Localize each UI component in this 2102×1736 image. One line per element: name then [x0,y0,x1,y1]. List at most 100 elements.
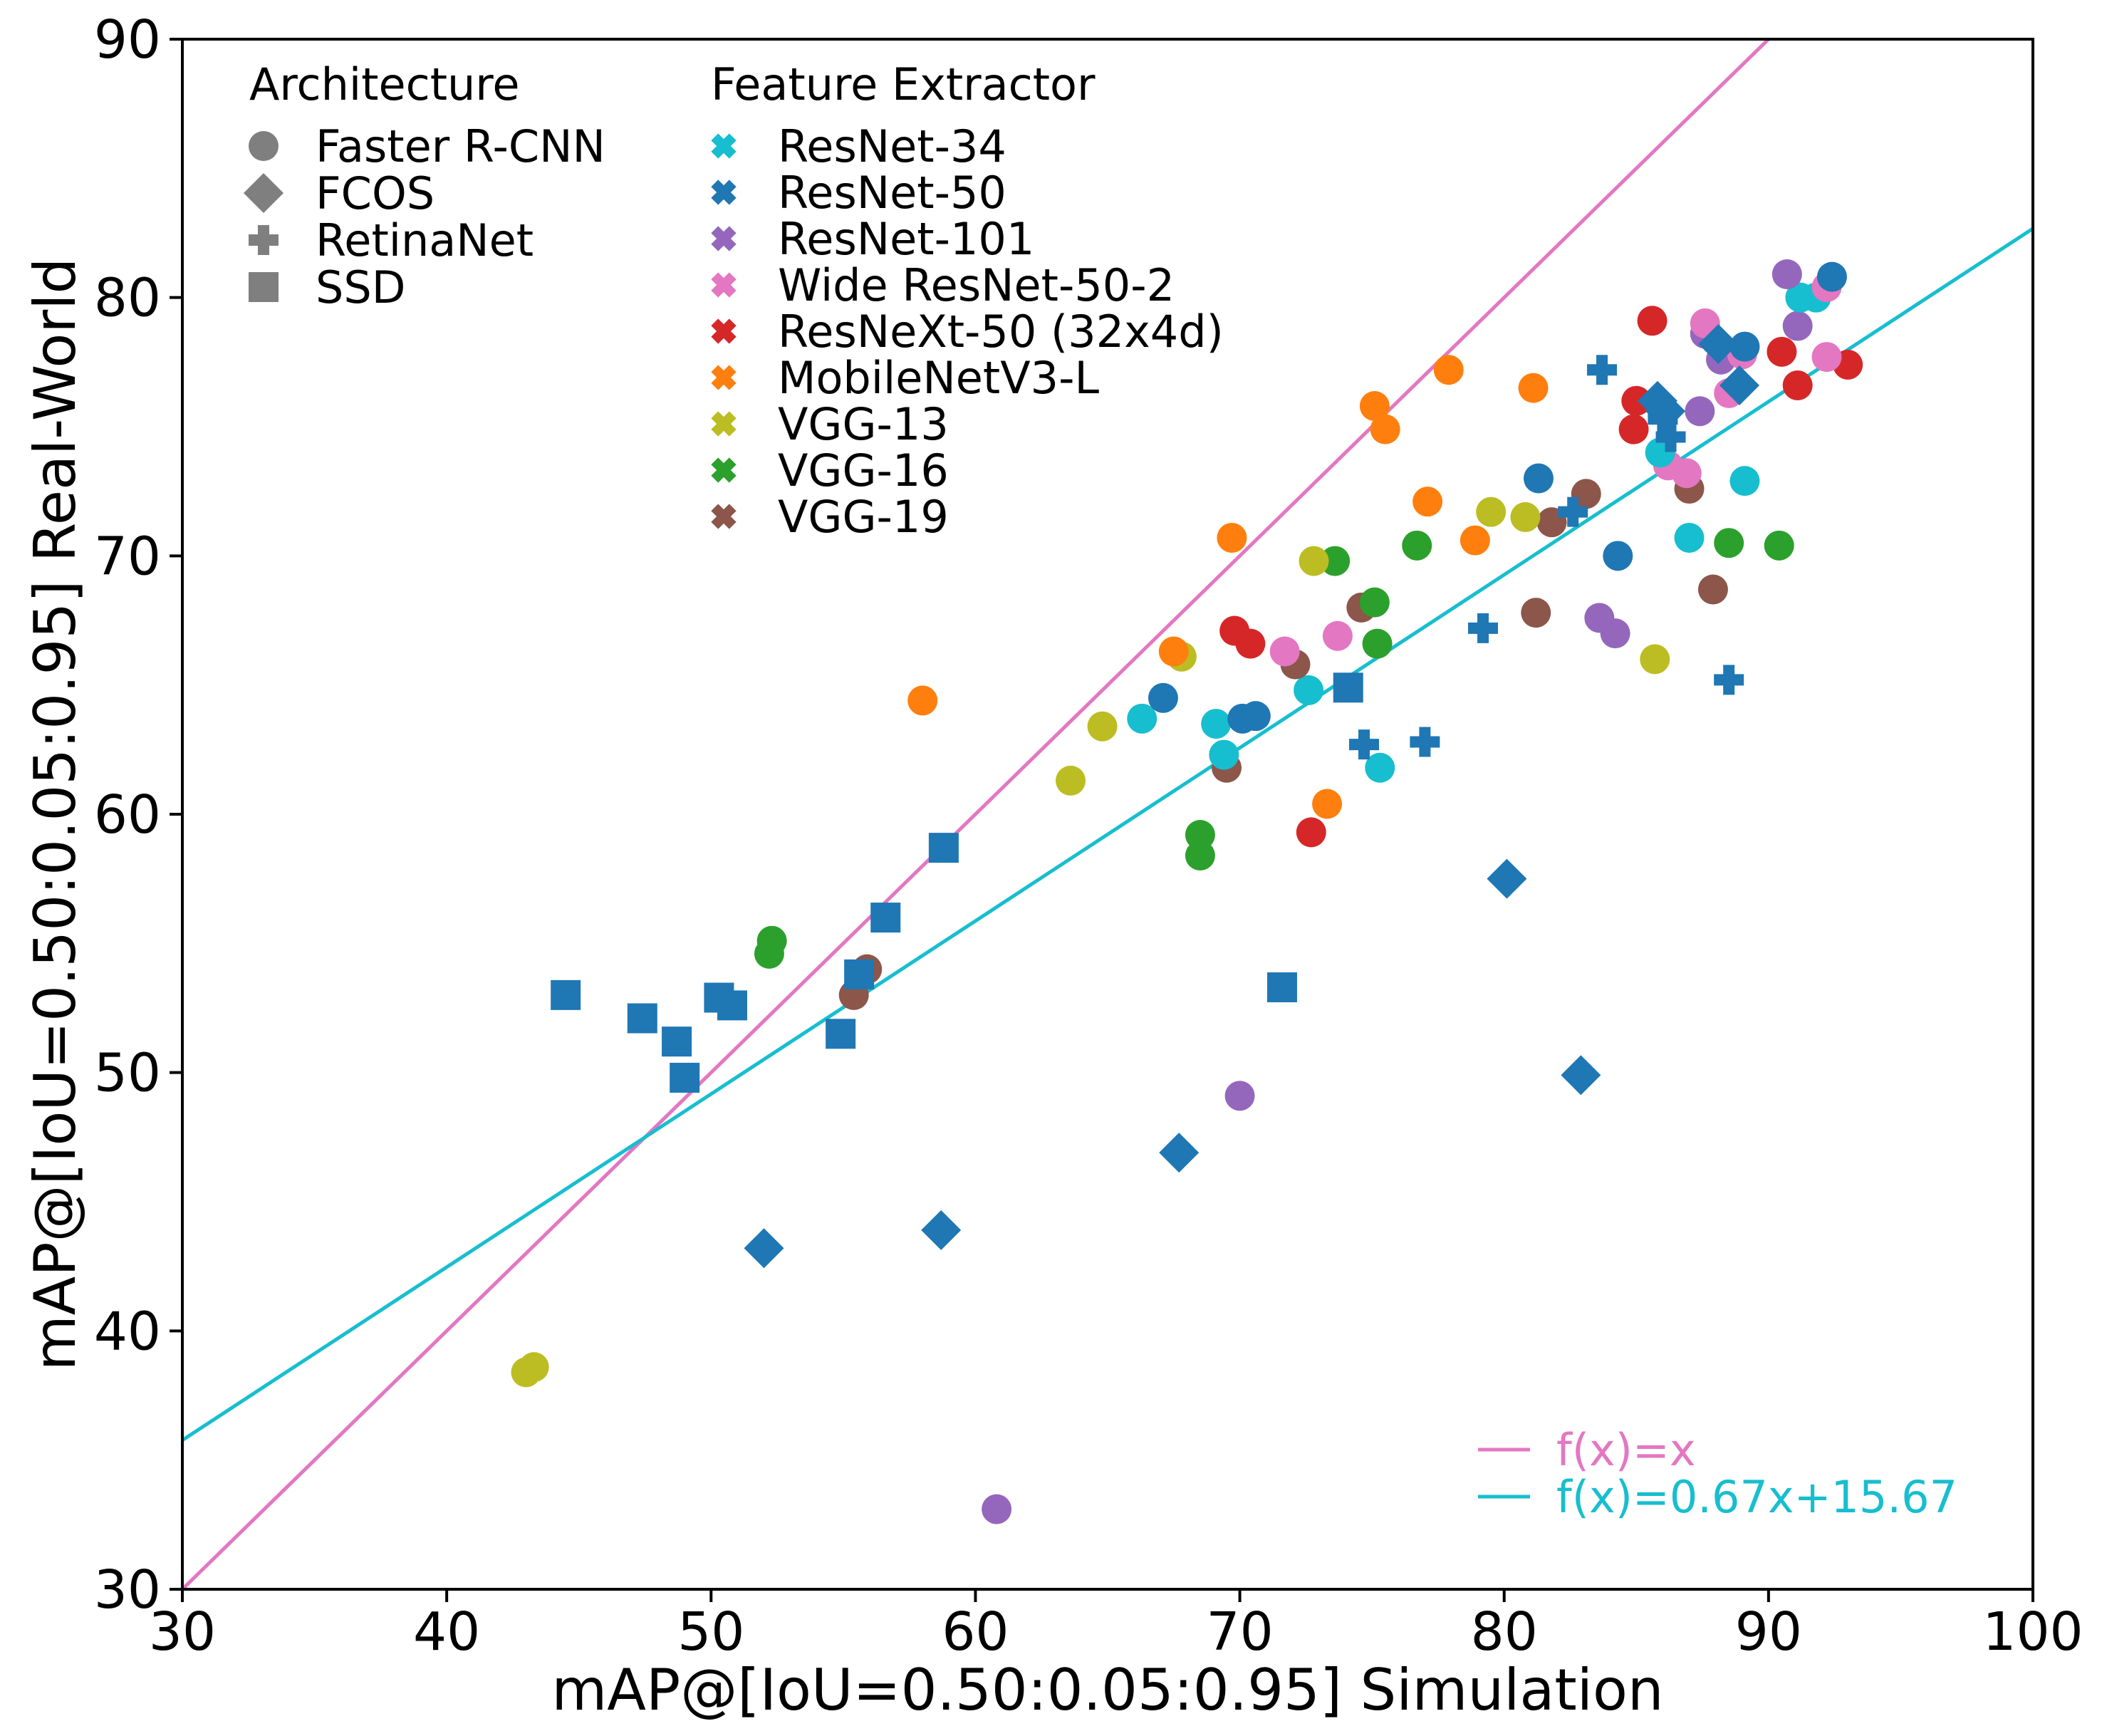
y-tick-label: 90 [94,9,161,71]
point-circle-r50 [1729,331,1760,362]
legend-architecture-title: Architecture [249,58,520,110]
point-square-r50 [662,1026,692,1057]
line-linear-fit [182,227,2033,1442]
point-circle-r50 [1148,682,1178,713]
legend-extractor-label: VGG-13 [778,398,949,450]
point-circle-vgg16 [1362,628,1393,659]
point-diamond-r50 [1159,1133,1200,1173]
y-tick-label: 70 [94,526,161,587]
point-circle-r34 [1201,709,1232,739]
legend-extractor-label: ResNet-50 [778,167,1006,219]
legend-marker-square [249,272,279,302]
x-tick-label: 100 [1982,1601,2083,1663]
point-circle-vgg13 [1299,546,1329,576]
legend-extractor-label: ResNet-34 [778,120,1006,172]
legend-extractor-label: MobileNetV3-L [778,352,1099,404]
y-tick-label: 40 [94,1301,161,1362]
point-circle-mnv3 [1433,355,1464,385]
y-axis-label: mAP@[IoU=0.50:0.05:0.95] Real-World [22,258,88,1371]
point-circle-vgg16 [1359,587,1390,618]
legend-line-label: f(x)=0.67x+15.67 [1556,1471,1957,1523]
point-diamond-r50 [1698,323,1739,364]
point-square-r50 [717,990,747,1021]
point-circle-rx50 [1219,615,1250,646]
legend-marker-r101 [711,226,737,251]
point-circle-mnv3 [1312,789,1343,819]
point-square-r50 [928,833,959,863]
point-circle-vgg16 [1714,528,1744,558]
legend-marker-plus [249,225,279,255]
point-circle-r34 [1729,466,1760,497]
legend-extractor-label: Wide ResNet-50-2 [778,259,1175,311]
x-tick-label: 40 [413,1601,480,1663]
point-circle-vgg19 [1697,574,1728,605]
y-tick-label: 50 [94,1043,161,1104]
point-plus-r50 [1410,727,1440,757]
point-circle-mnv3 [907,685,938,716]
point-square-r50 [627,1003,657,1034]
point-circle-mnv3 [1412,487,1443,517]
legend-extractor-title: Feature Extractor [711,58,1096,110]
point-plus-r50 [1468,613,1499,643]
point-plus-r50 [1714,665,1744,695]
point-circle-r34 [1365,752,1395,783]
x-tick-label: 70 [1206,1601,1273,1663]
point-circle-vgg16 [1764,530,1794,561]
point-circle-vgg19 [1521,598,1551,628]
point-circle-wr50 [1322,620,1353,651]
legend-architecture-label: Faster R-CNN [316,120,605,172]
legend-fit-lines: f(x)=xf(x)=0.67x+15.67 [1478,1424,1957,1523]
point-diamond-r50 [744,1228,784,1269]
legend-marker-vgg16 [711,457,737,483]
legend-architecture-label: FCOS [316,167,435,219]
legend-marker-rx50 [711,318,737,344]
point-circle-wr50 [1811,342,1842,373]
legend-marker-wr50 [711,272,737,298]
point-circle-mnv3 [1158,636,1189,667]
point-circle-rx50 [1782,370,1813,400]
point-circle-rx50 [1618,414,1649,445]
point-circle-vgg16 [1185,841,1215,871]
y-axis-ticks: 30 40 50 60 70 80 90 [94,9,182,1621]
point-circle-mnv3 [1518,373,1549,403]
x-axis-label: mAP@[IoU=0.50:0.05:0.95] Simulation [551,1657,1663,1723]
x-tick-label: 50 [677,1601,744,1663]
point-square-r50 [826,1019,856,1049]
legend-marker-circle [249,131,279,161]
point-circle-r101 [1782,311,1813,341]
point-circle-r34 [1674,522,1705,553]
legend-extractor-label: VGG-16 [778,445,949,497]
point-circle-vgg13 [1510,501,1541,532]
point-circle-r101 [1224,1081,1255,1111]
point-circle-vgg16 [1185,820,1215,851]
point-plus-r50 [1655,422,1686,452]
point-circle-vgg13 [1087,711,1118,742]
point-diamond-r50 [1561,1055,1601,1096]
point-diamond-r50 [921,1210,962,1250]
x-tick-label: 80 [1471,1601,1538,1663]
legend-line-label: f(x)=x [1556,1424,1696,1476]
legend-architecture-label: SSD [316,261,405,313]
legend-extractor-label: ResNeXt-50 (32x4d) [778,306,1224,358]
data-points [511,259,1863,1524]
y-tick-label: 80 [94,268,161,329]
point-circle-mnv3 [1217,522,1247,553]
point-circle-wr50 [1269,636,1300,667]
x-tick-label: 60 [942,1601,1009,1663]
y-tick-label: 60 [94,784,161,846]
point-circle-r34 [1127,703,1157,734]
point-circle-mnv3 [1359,390,1390,421]
line-identity [182,39,1771,1589]
point-circle-r101 [982,1494,1012,1524]
legend-extractor-label: VGG-19 [778,491,949,543]
point-circle-mnv3 [1460,525,1490,556]
x-tick-label: 30 [149,1601,216,1663]
legend-marker-diamond [244,173,283,213]
point-circle-r50 [1523,463,1554,494]
point-circle-r50 [1603,541,1633,571]
point-plus-r50 [1648,404,1678,435]
legend-marker-vgg13 [711,411,737,437]
